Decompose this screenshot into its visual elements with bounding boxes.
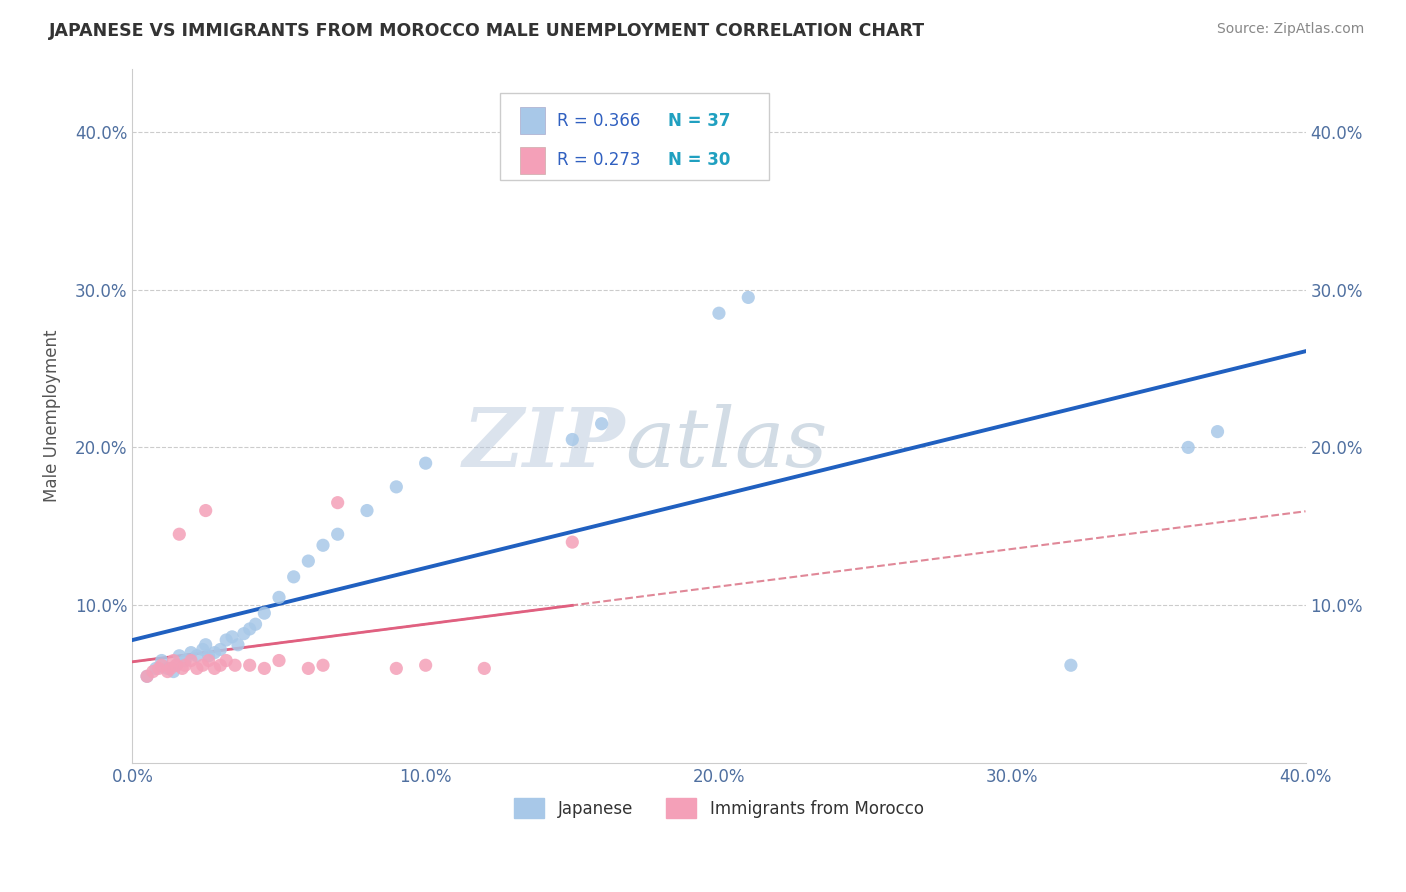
Point	[209, 658, 232, 673]
Point	[169, 648, 191, 663]
Point	[197, 648, 219, 663]
Point	[174, 653, 197, 667]
FancyBboxPatch shape	[519, 107, 546, 134]
Point	[174, 658, 197, 673]
Point	[169, 527, 191, 541]
Text: ZIP: ZIP	[463, 403, 626, 483]
Point	[204, 646, 226, 660]
Point	[186, 661, 208, 675]
Point	[162, 653, 184, 667]
Point	[239, 622, 262, 636]
Point	[267, 591, 290, 605]
Point	[191, 658, 214, 673]
Point	[239, 658, 262, 673]
Point	[253, 606, 276, 620]
Point	[136, 669, 159, 683]
Text: Source: ZipAtlas.com: Source: ZipAtlas.com	[1216, 22, 1364, 37]
Point	[221, 630, 243, 644]
Point	[194, 638, 217, 652]
Point	[180, 653, 202, 667]
Point	[385, 480, 408, 494]
Text: JAPANESE VS IMMIGRANTS FROM MOROCCO MALE UNEMPLOYMENT CORRELATION CHART: JAPANESE VS IMMIGRANTS FROM MOROCCO MALE…	[49, 22, 925, 40]
Text: N = 30: N = 30	[668, 152, 731, 169]
Legend: Japanese, Immigrants from Morocco: Japanese, Immigrants from Morocco	[508, 792, 931, 824]
Text: R = 0.366: R = 0.366	[557, 112, 640, 129]
Point	[156, 661, 179, 675]
Point	[326, 527, 349, 541]
Point	[707, 306, 730, 320]
Point	[150, 658, 173, 673]
Point	[165, 658, 187, 673]
Point	[226, 638, 249, 652]
Point	[283, 570, 305, 584]
Point	[148, 661, 170, 675]
FancyBboxPatch shape	[519, 147, 546, 174]
Point	[204, 661, 226, 675]
Point	[145, 661, 167, 675]
Point	[197, 653, 219, 667]
Point	[215, 653, 238, 667]
Point	[136, 669, 159, 683]
Point	[312, 658, 335, 673]
Text: atlas: atlas	[626, 403, 828, 483]
Point	[186, 648, 208, 663]
Point	[194, 503, 217, 517]
Point	[253, 661, 276, 675]
Point	[209, 642, 232, 657]
Point	[326, 496, 349, 510]
Text: N = 37: N = 37	[668, 112, 731, 129]
Point	[472, 661, 495, 675]
Point	[224, 658, 246, 673]
Point	[215, 632, 238, 647]
Point	[159, 661, 181, 675]
Point	[297, 661, 319, 675]
Point	[142, 665, 165, 679]
Point	[737, 290, 759, 304]
Point	[415, 456, 437, 470]
Point	[591, 417, 613, 431]
Point	[1206, 425, 1229, 439]
Point	[297, 554, 319, 568]
Point	[1060, 658, 1083, 673]
Y-axis label: Male Unemployment: Male Unemployment	[44, 329, 60, 502]
Point	[165, 658, 187, 673]
Point	[385, 661, 408, 675]
Point	[561, 535, 583, 549]
Text: R = 0.273: R = 0.273	[557, 152, 641, 169]
Point	[150, 653, 173, 667]
FancyBboxPatch shape	[499, 93, 769, 179]
Point	[172, 661, 194, 675]
Point	[232, 626, 254, 640]
Point	[1177, 441, 1199, 455]
Point	[312, 538, 335, 552]
Point	[356, 503, 378, 517]
Point	[245, 617, 267, 632]
Point	[156, 665, 179, 679]
Point	[162, 665, 184, 679]
Point	[415, 658, 437, 673]
Point	[267, 653, 290, 667]
Point	[191, 642, 214, 657]
Point	[180, 646, 202, 660]
Point	[561, 433, 583, 447]
